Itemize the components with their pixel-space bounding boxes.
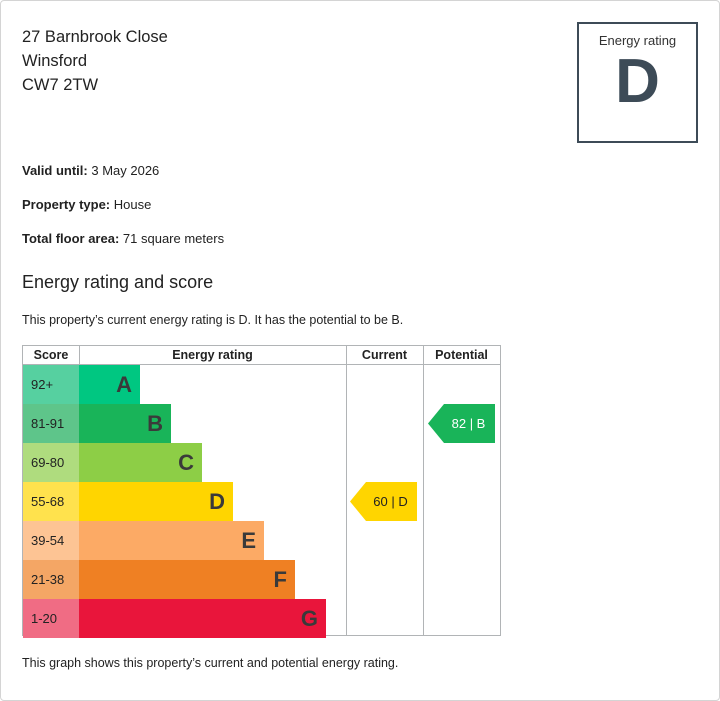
band-score-range: 1-20 [23,599,79,638]
current-rating-arrow: 60 | D [350,482,417,521]
band-score-range: 55-68 [23,482,79,521]
header-divider [23,364,500,365]
address-line-2: Winsford [22,52,88,70]
band-letter: D [209,489,225,514]
energy-rating-chart: Score Energy rating Current Potential 92… [22,345,501,638]
band-letter: E [241,528,256,553]
rating-band-g: 1-20 G [23,599,346,638]
rating-band-a: 92+ A [23,365,346,404]
property-type: Property type: House [22,197,151,212]
column-divider [346,346,347,635]
band-score-range: 69-80 [23,443,79,482]
section-title: Energy rating and score [22,272,214,292]
total-floor-area: Total floor area: 71 square meters [22,231,224,246]
band-score-range: 39-54 [23,521,79,560]
potential-rating-arrow-label: 82 | B [451,416,486,431]
current-rating-arrow-label: 60 | D [373,494,408,509]
valid-until-value: 3 May 2026 [91,163,160,178]
column-divider [423,346,424,635]
band-letter: C [178,450,194,475]
floor-area-value: 71 square meters [122,231,225,246]
rating-band-f: 21-38 F [23,560,346,599]
rating-summary: This property’s current energy rating is… [22,313,404,327]
header-current: Current [361,348,408,362]
band-bar: C [79,443,202,482]
rating-band-d: 55-68 D [23,482,346,521]
rating-band-e: 39-54 E [23,521,346,560]
property-type-label: Property type: [22,197,111,212]
band-bar: G [79,599,326,638]
header-energy-rating: Energy rating [172,348,253,362]
valid-until-label: Valid until: [22,163,88,178]
badge-label: Energy rating [598,33,677,48]
valid-until: Valid until: 3 May 2026 [22,163,159,178]
graph-note: This graph shows this property’s current… [22,656,399,670]
band-bar: D [79,482,233,521]
band-letter: F [273,567,287,592]
band-score-range: 92+ [23,365,79,404]
band-bar: A [79,365,140,404]
band-letter: A [116,372,132,397]
energy-rating-badge: Energy rating D [577,22,698,143]
rating-band-c: 69-80 C [23,443,346,482]
rating-band-b: 81-91 B [23,404,346,443]
band-bar: E [79,521,264,560]
band-score-range: 81-91 [23,404,79,443]
property-address: 27 Barnbrook Close Winsford CW7 2TW [22,25,168,97]
band-letter: G [300,606,318,631]
band-bar: B [79,404,171,443]
address-postcode: CW7 2TW [22,76,99,94]
potential-rating-arrow: 82 | B [428,404,495,443]
header-potential: Potential [435,348,488,362]
badge-letter: D [615,47,660,116]
floor-area-label: Total floor area: [22,231,120,246]
property-type-value: House [113,197,152,212]
header-score: Score [33,348,69,362]
band-letter: B [147,411,163,436]
band-bar: F [79,560,295,599]
address-line-1: 27 Barnbrook Close [22,28,168,46]
band-score-range: 21-38 [23,560,79,599]
